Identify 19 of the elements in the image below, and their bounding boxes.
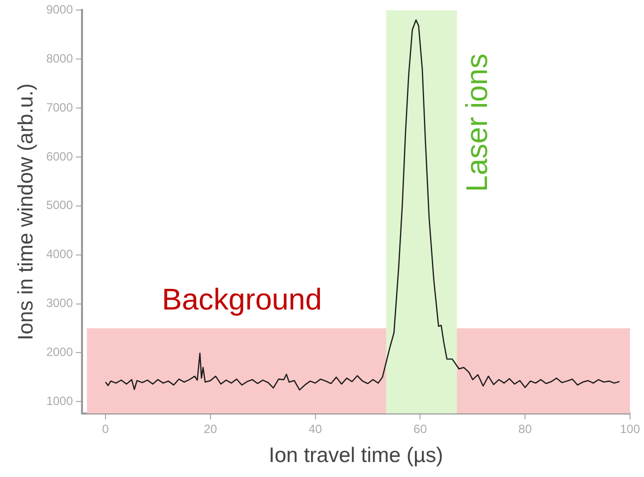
y-tick-label: 4000 xyxy=(46,247,74,262)
x-tick-label: 80 xyxy=(518,422,532,436)
band-label: Laser ions xyxy=(461,54,494,192)
y-tick-label: 3000 xyxy=(46,296,74,310)
y-tick-label: 1000 xyxy=(46,394,74,408)
y-axis-title: Ions in time window (arb.u.) xyxy=(14,83,38,340)
x-axis-title: Ion travel time (µs) xyxy=(268,444,444,468)
x-tick-label: 0 xyxy=(102,422,110,436)
y-tick-label: 2000 xyxy=(46,345,74,360)
x-tick-label: 100 xyxy=(620,422,640,436)
band-label: Background xyxy=(162,284,322,317)
x-tick-label: 20 xyxy=(204,422,218,436)
y-tick-label: 7000 xyxy=(46,100,74,114)
y-tick-label: 8000 xyxy=(46,51,74,66)
x-tick-label: 60 xyxy=(414,422,428,436)
y-tick-label: 6000 xyxy=(46,149,74,164)
y-tick-label: 5000 xyxy=(46,198,74,212)
x-tick-label: 40 xyxy=(308,422,322,436)
y-tick-label: 9000 xyxy=(46,2,74,17)
